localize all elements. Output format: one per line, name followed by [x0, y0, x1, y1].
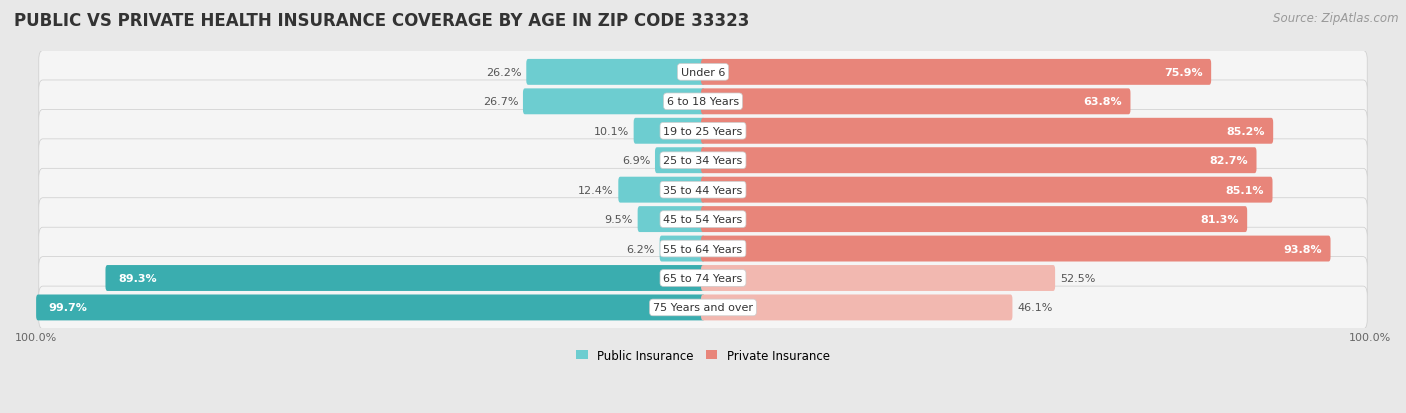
FancyBboxPatch shape	[702, 60, 1211, 85]
FancyBboxPatch shape	[39, 81, 1367, 123]
Text: 99.7%: 99.7%	[49, 303, 87, 313]
Text: Under 6: Under 6	[681, 68, 725, 78]
Text: Source: ZipAtlas.com: Source: ZipAtlas.com	[1274, 12, 1399, 25]
FancyBboxPatch shape	[619, 177, 704, 203]
FancyBboxPatch shape	[523, 89, 704, 115]
Text: 63.8%: 63.8%	[1083, 97, 1122, 107]
FancyBboxPatch shape	[39, 169, 1367, 211]
Text: 89.3%: 89.3%	[118, 273, 157, 283]
FancyBboxPatch shape	[39, 198, 1367, 241]
Text: 10.1%: 10.1%	[593, 126, 628, 136]
FancyBboxPatch shape	[39, 110, 1367, 153]
FancyBboxPatch shape	[702, 89, 1130, 115]
Text: 19 to 25 Years: 19 to 25 Years	[664, 126, 742, 136]
FancyBboxPatch shape	[37, 295, 704, 320]
Text: 81.3%: 81.3%	[1199, 215, 1239, 225]
Text: 45 to 54 Years: 45 to 54 Years	[664, 215, 742, 225]
Text: 55 to 64 Years: 55 to 64 Years	[664, 244, 742, 254]
Text: 65 to 74 Years: 65 to 74 Years	[664, 273, 742, 283]
Text: 75 Years and over: 75 Years and over	[652, 303, 754, 313]
Text: 82.7%: 82.7%	[1209, 156, 1249, 166]
Text: 25 to 34 Years: 25 to 34 Years	[664, 156, 742, 166]
FancyBboxPatch shape	[702, 177, 1272, 203]
Text: 35 to 44 Years: 35 to 44 Years	[664, 185, 742, 195]
FancyBboxPatch shape	[39, 228, 1367, 270]
Text: 12.4%: 12.4%	[578, 185, 613, 195]
Text: 9.5%: 9.5%	[605, 215, 633, 225]
Text: 46.1%: 46.1%	[1017, 303, 1053, 313]
FancyBboxPatch shape	[39, 257, 1367, 299]
FancyBboxPatch shape	[659, 236, 704, 262]
Text: 75.9%: 75.9%	[1164, 68, 1202, 78]
Text: 52.5%: 52.5%	[1060, 273, 1095, 283]
FancyBboxPatch shape	[39, 51, 1367, 94]
FancyBboxPatch shape	[702, 266, 1054, 291]
Text: 26.2%: 26.2%	[486, 68, 522, 78]
Text: 26.7%: 26.7%	[482, 97, 519, 107]
FancyBboxPatch shape	[702, 295, 1012, 320]
FancyBboxPatch shape	[526, 60, 704, 85]
Text: 6 to 18 Years: 6 to 18 Years	[666, 97, 740, 107]
Legend: Public Insurance, Private Insurance: Public Insurance, Private Insurance	[571, 344, 835, 367]
FancyBboxPatch shape	[655, 148, 704, 174]
FancyBboxPatch shape	[702, 119, 1274, 145]
Text: 6.9%: 6.9%	[621, 156, 651, 166]
FancyBboxPatch shape	[638, 206, 704, 233]
FancyBboxPatch shape	[39, 286, 1367, 329]
FancyBboxPatch shape	[702, 148, 1257, 174]
Text: 6.2%: 6.2%	[627, 244, 655, 254]
FancyBboxPatch shape	[634, 119, 704, 145]
Text: PUBLIC VS PRIVATE HEALTH INSURANCE COVERAGE BY AGE IN ZIP CODE 33323: PUBLIC VS PRIVATE HEALTH INSURANCE COVER…	[14, 12, 749, 30]
FancyBboxPatch shape	[39, 140, 1367, 182]
FancyBboxPatch shape	[702, 206, 1247, 233]
Text: 93.8%: 93.8%	[1284, 244, 1322, 254]
Text: 85.2%: 85.2%	[1226, 126, 1264, 136]
FancyBboxPatch shape	[702, 236, 1330, 262]
FancyBboxPatch shape	[105, 266, 704, 291]
Text: 85.1%: 85.1%	[1226, 185, 1264, 195]
